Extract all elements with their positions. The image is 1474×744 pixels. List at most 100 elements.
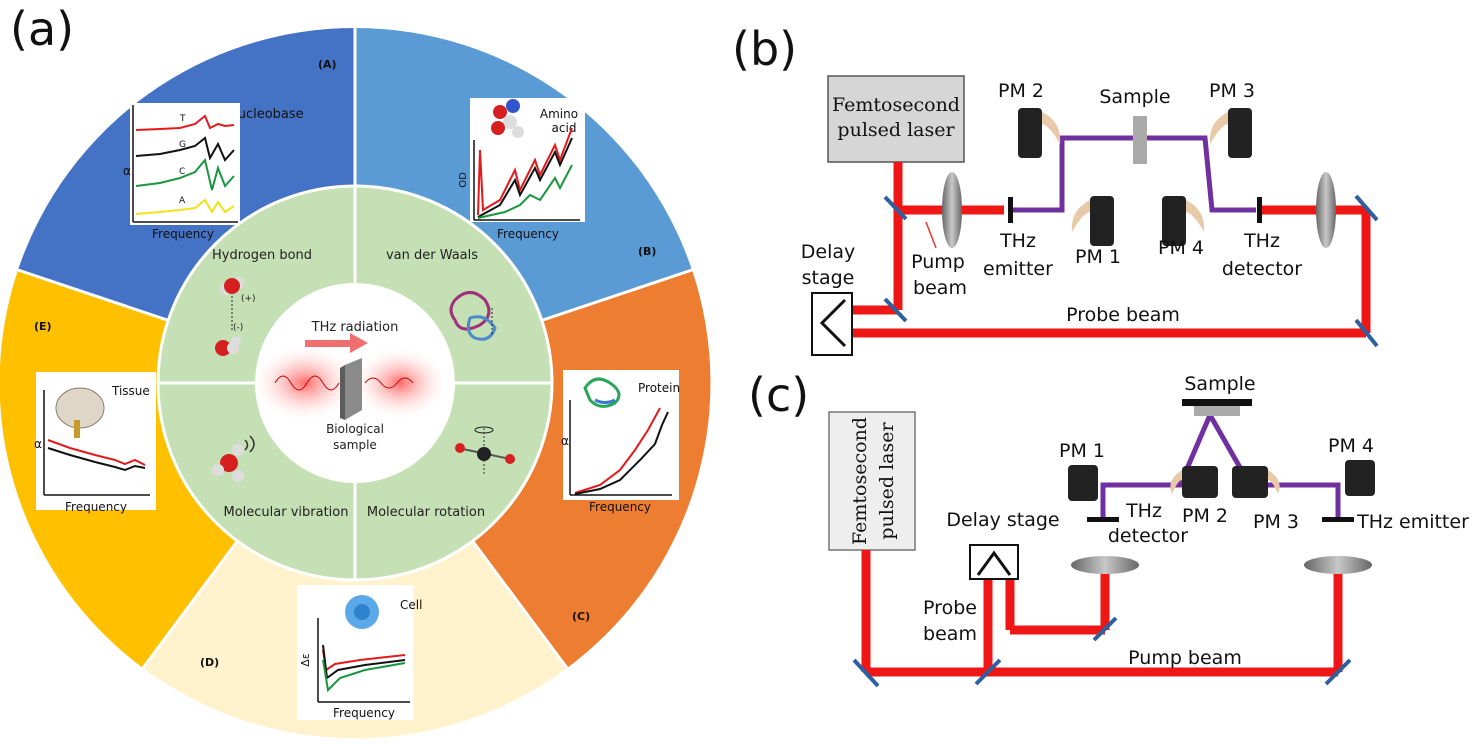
section-B-title-1: Amino [540,107,578,121]
c-laser-beams [861,550,1343,677]
c-sample [1194,406,1240,416]
hydrogen-bond-label: Hydrogen bond [212,248,312,263]
b-pm3-label: PM 3 [1209,80,1255,102]
brain-tissue-icon [55,387,105,438]
b-pm4-label: PM 4 [1158,237,1204,259]
c-pm1-icon [1068,465,1098,501]
amino-acid-molecule-icon [491,99,524,138]
c-sample-label: Sample [1184,373,1255,395]
b-detector-label-2: detector [1222,258,1302,280]
c-pm1-label: PM 1 [1059,440,1105,462]
b-lens-1 [942,172,962,248]
section-B-ylabel: OD [458,172,469,188]
b-laser-label-1: Femtosecond [832,94,960,116]
section-B-tag: (B) [638,245,656,258]
section-C-ylabel: α [561,434,569,448]
c-detector-label-1: THz [1125,500,1162,522]
b-delay-stage-icon [811,292,853,356]
section-B-title-2: acid [552,121,577,135]
b-pm1-icon [1071,196,1114,246]
b-probe-beam-label: Probe beam [1066,304,1180,326]
section-A-tag: (A) [318,58,337,71]
molecular-rotation-label: Molecular rotation [367,505,485,520]
section-C-xlabel: Frequency [589,500,651,514]
panel-c-label: (c) [748,368,810,422]
b-sample-label: Sample [1099,86,1170,108]
b-detector-label-1: THz [1243,230,1280,252]
c-pm2-icon [1170,466,1218,498]
vibrating-molecule-icon [212,435,255,482]
b-pm3-icon [1209,108,1252,158]
rotating-molecule-icon [455,426,516,476]
b-pm2-label: PM 2 [998,80,1044,102]
cell-icon [345,595,379,629]
b-sample [1133,116,1147,164]
c-pm4-label: PM 4 [1328,435,1374,457]
thz-radiation-label: THz radiation [311,320,399,335]
section-D-tag: (D) [200,656,219,669]
svg-text:T: T [179,114,186,124]
section-A-title: Nucleobase [228,107,304,122]
section-A-ylabel: α [123,164,131,178]
b-pm2-icon [1018,108,1061,158]
c-pm3-label: PM 3 [1253,511,1299,533]
section-C-chart: (C) Protein α Frequency [561,370,680,623]
c-probe-label-2: beam [923,623,977,645]
panel-c-setup: Femtosecond pulsed laser [828,373,1469,688]
molecular-vibration-label: Molecular vibration [224,505,349,520]
section-E-tag: (E) [34,320,52,333]
c-laser-label-2: pulsed laser [876,422,898,540]
protein-structure-icon [583,377,621,408]
biological-sample-label-2: sample [333,438,377,452]
b-delay-label-1: Delay [801,241,856,263]
c-lens-2 [1304,556,1372,574]
svg-text:(+): (+) [241,294,256,304]
c-mirrors [852,616,1352,688]
section-C-title: Protein [638,381,680,395]
section-C-tag: (C) [572,610,590,623]
biological-sample-label-1: Biological [326,422,384,436]
b-laser-label-2: pulsed laser [837,119,955,141]
svg-text:C: C [179,167,185,177]
svg-text:G: G [179,140,186,150]
thz-arrow [305,340,350,347]
b-pump-label-2: beam [913,277,967,299]
c-laser-label-1: Femtosecond [849,417,871,545]
section-E-xlabel: Frequency [65,500,127,514]
c-pm2-label: PM 2 [1182,505,1228,527]
svg-text:(-): (-) [233,323,243,333]
section-D-ylabel: Δε [299,653,312,667]
biological-sample-slab [345,358,362,420]
b-mirrors [883,194,1379,348]
c-thz-emitter-label: THz emitter [1356,511,1469,533]
section-D-chart: (D) Cell Δε Frequency [200,585,422,720]
c-pm3-icon [1232,466,1280,498]
b-laser-box [827,75,965,163]
section-E-chart: (E) Tissue α Frequency [34,320,156,514]
panel-b-label: (b) [732,22,798,76]
b-emitter-label-1: THz [999,230,1036,252]
section-D-title: Cell [400,598,422,612]
c-lens-1 [1071,556,1139,574]
c-detector-label-2: detector [1108,525,1188,547]
c-delay-stage-icon [969,544,1019,580]
b-pm1-label: PM 1 [1075,246,1121,268]
panel-a-wheel: THz radiation Biological sample Hydrogen… [0,27,711,739]
b-emitter-label-2: emitter [983,258,1053,280]
c-pm4-icon [1345,460,1375,496]
section-E-title: Tissue [111,384,150,398]
panel-a-label: (a) [10,2,75,56]
b-pump-label-1: Pump [911,251,965,273]
section-B-xlabel: Frequency [497,227,559,241]
water-dimer-icon: (+) (-) [215,277,256,356]
section-A-chart: (A) Nucleobase α Frequency T G C A [123,58,337,241]
section-D-xlabel: Frequency [333,706,395,720]
c-laser-box [828,411,916,551]
van-der-waals-label: van der Waals [386,248,478,263]
section-A-xlabel: Frequency [152,227,214,241]
c-probe-label-1: Probe [923,597,977,619]
protein-dimer-icon [449,291,497,341]
svg-text:A: A [179,196,186,206]
